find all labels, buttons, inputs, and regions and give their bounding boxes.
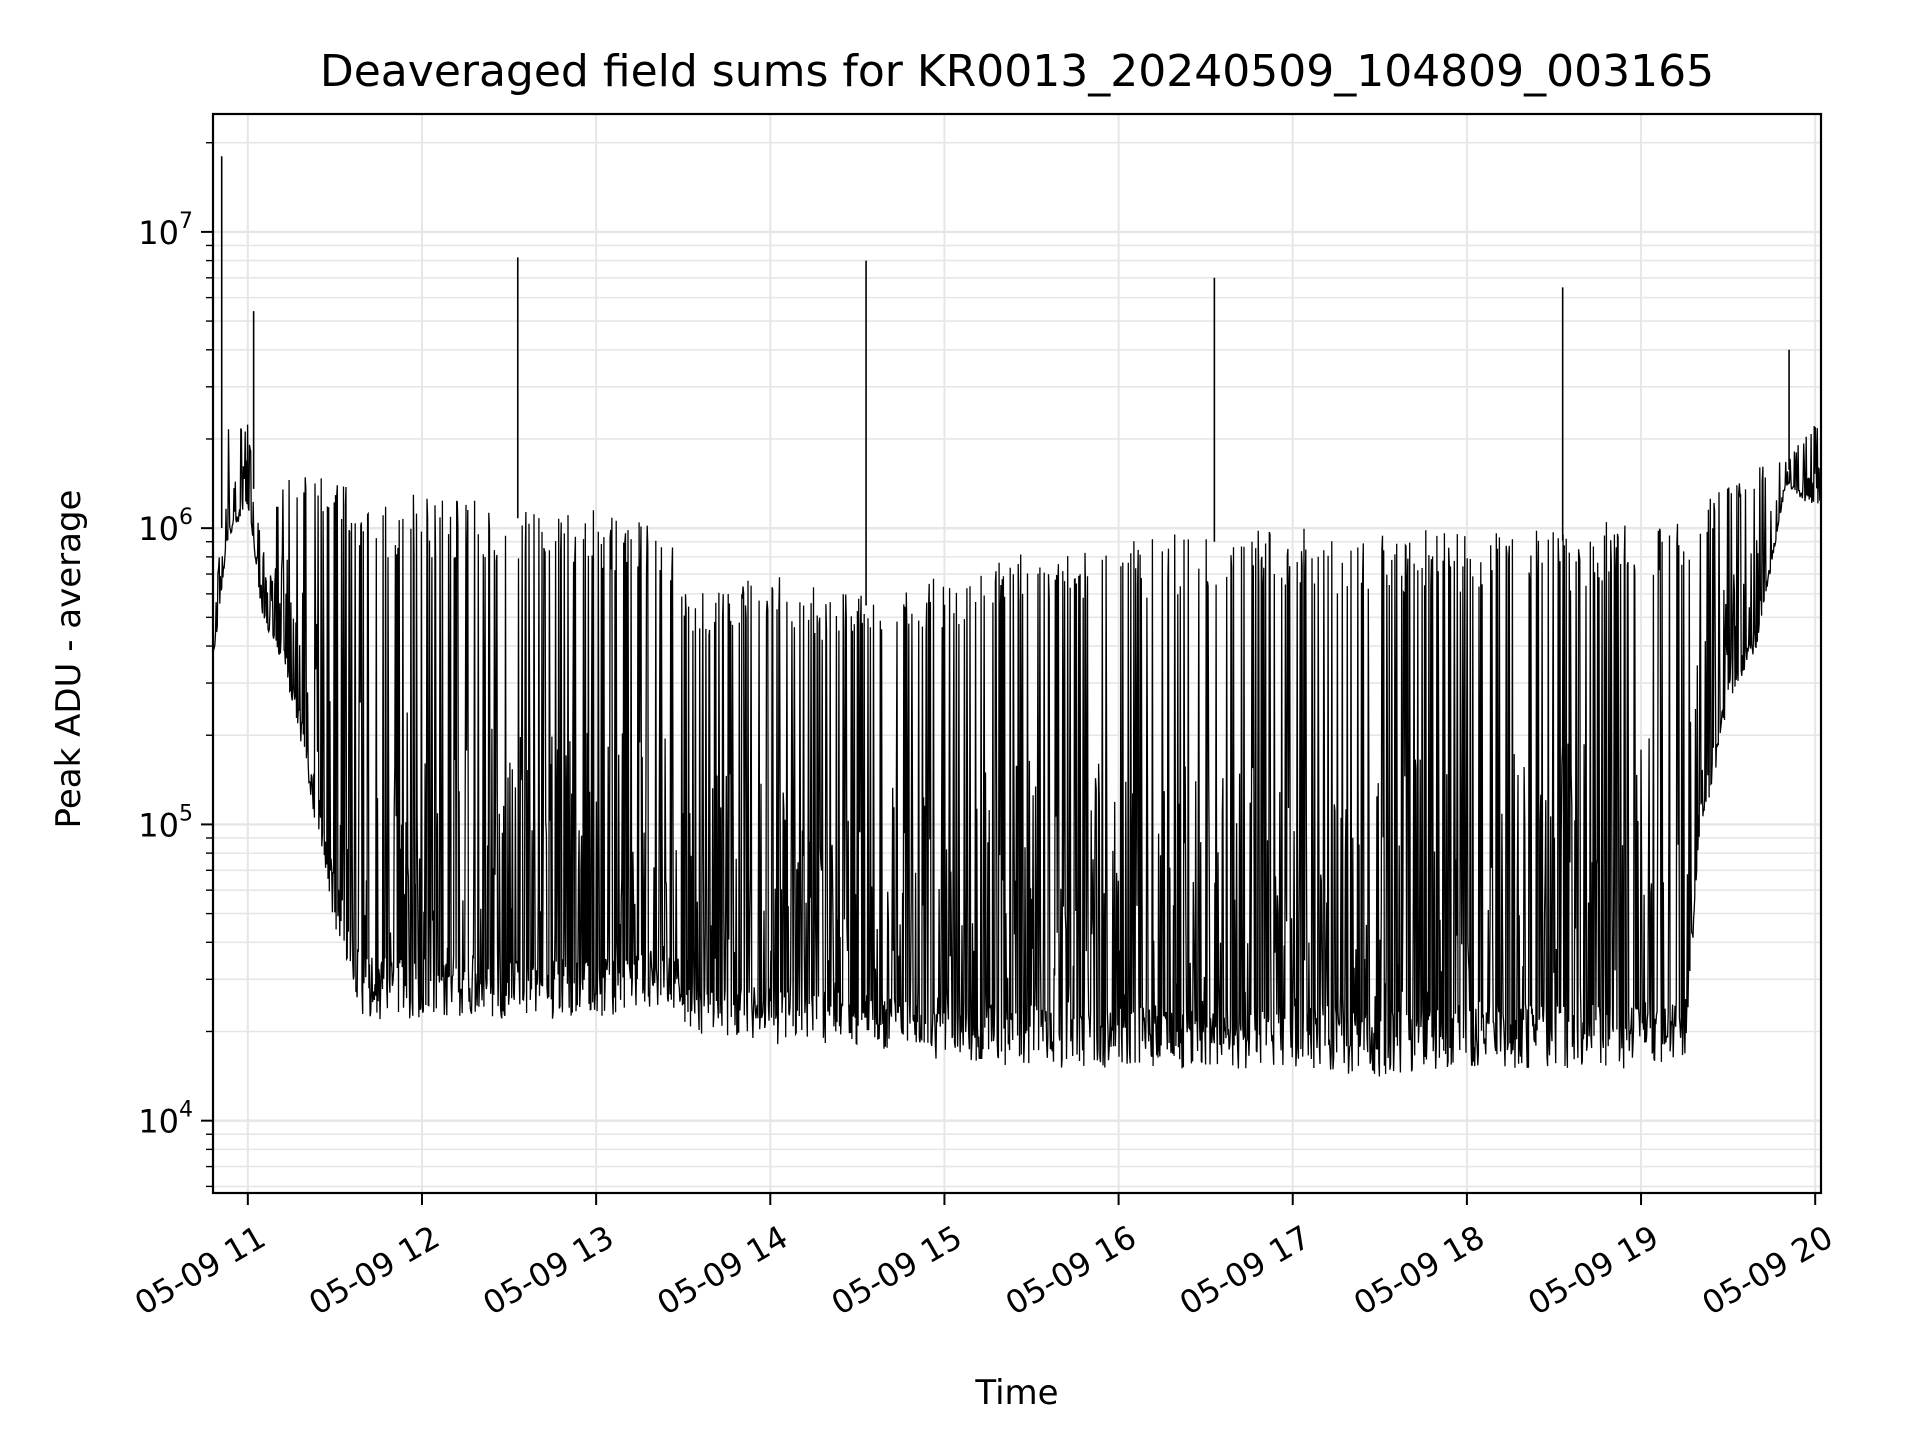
series-line xyxy=(212,424,1822,1077)
y-tick-label: 106 xyxy=(138,505,193,548)
x-axis-label: Time xyxy=(974,1373,1058,1413)
plot-frame xyxy=(211,112,1823,1195)
spikes xyxy=(220,156,1790,606)
y-axis-ticks: 104 105 106 107 xyxy=(138,142,213,1188)
y-axis-label: Peak ADU - average xyxy=(49,490,89,829)
chart-title: Deaveraged field sums for KR0013_2024050… xyxy=(320,46,1714,97)
y-tick-label: 104 xyxy=(138,1098,193,1141)
y-tick-label: 105 xyxy=(138,801,193,844)
y-tick-label: 107 xyxy=(138,209,193,252)
plot-area xyxy=(212,156,1822,1077)
